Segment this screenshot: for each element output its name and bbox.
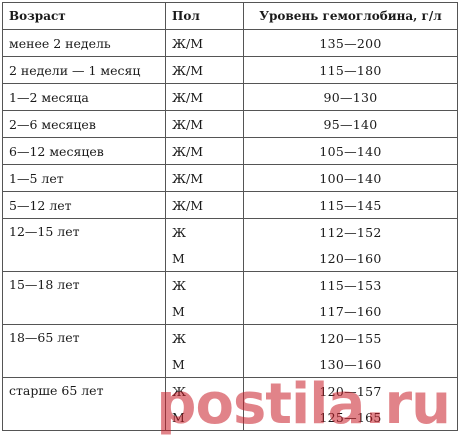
hemoglobin-cell-female: 115—153 <box>243 271 458 298</box>
hemoglobin-table: Возраст Пол Уровень гемоглобина, г/л мен… <box>2 2 458 431</box>
sex-cell-female: Ж <box>165 271 244 298</box>
sex-cell-male: М <box>165 298 244 325</box>
age-cell: 1—2 месяца <box>2 83 166 111</box>
sex-cell: Ж/М <box>165 83 244 111</box>
table-row: 15—18 лет Ж 115—153 <box>2 271 458 325</box>
sex-cell: Ж/М <box>165 164 244 192</box>
age-cell: 6—12 месяцев <box>2 137 166 165</box>
table-row: старше 65 лет Ж 120—157 <box>2 377 458 431</box>
hemoglobin-cell-male: 130—160 <box>243 351 458 378</box>
age-cell: старше 65 лет <box>2 377 166 431</box>
sex-cell-female: Ж <box>165 377 244 404</box>
sex-cell: Ж/М <box>165 137 244 165</box>
header-row: Возраст Пол Уровень гемоглобина, г/л <box>2 2 458 30</box>
sex-cell-male: М <box>165 404 244 431</box>
age-cell: 12—15 лет <box>2 218 166 272</box>
hemoglobin-cell: 95—140 <box>243 110 458 138</box>
hemoglobin-cell-female: 120—157 <box>243 377 458 404</box>
hemoglobin-cell-male: 117—160 <box>243 298 458 325</box>
sex-cell: Ж/М <box>165 110 244 138</box>
hemoglobin-cell-female: 120—155 <box>243 324 458 351</box>
sex-cell: Ж/М <box>165 56 244 84</box>
age-cell: 18—65 лет <box>2 324 166 378</box>
age-cell: 5—12 лет <box>2 191 166 219</box>
table-row: М 120—160 <box>3 245 458 272</box>
age-cell: 15—18 лет <box>2 271 166 325</box>
hemoglobin-cell-female: 112—152 <box>243 218 458 245</box>
hemoglobin-cell: 115—180 <box>243 56 458 84</box>
sex-cell: Ж/М <box>165 191 244 219</box>
hemoglobin-cell: 100—140 <box>243 164 458 192</box>
sex-header: Пол <box>165 2 244 30</box>
table-row: 1—5 лет Ж/М 100—140 <box>2 164 458 192</box>
hemoglobin-header: Уровень гемоглобина, г/л <box>243 2 458 30</box>
age-cell: 2—6 месяцев <box>2 110 166 138</box>
hemoglobin-cell: 90—130 <box>243 83 458 111</box>
age-cell: 1—5 лет <box>2 164 166 192</box>
age-cell: менее 2 недель <box>2 29 166 57</box>
hemoglobin-cell-male: 125—165 <box>243 404 458 431</box>
sex-cell-male: М <box>165 351 244 378</box>
sex-cell-female: Ж <box>165 324 244 351</box>
table-row: менее 2 недель Ж/М 135—200 <box>2 29 458 57</box>
age-header: Возраст <box>2 2 166 30</box>
table-row: М 125—165 <box>3 404 458 431</box>
table-row: 18—65 лет Ж 120—155 <box>2 324 458 378</box>
sex-cell-female: Ж <box>165 218 244 245</box>
table-row: 5—12 лет Ж/М 115—145 <box>2 191 458 219</box>
hemoglobin-cell: 135—200 <box>243 29 458 57</box>
hemoglobin-cell: 105—140 <box>243 137 458 165</box>
hemoglobin-cell-male: 120—160 <box>243 245 458 272</box>
table-row: 1—2 месяца Ж/М 90—130 <box>2 83 458 111</box>
sex-cell: Ж/М <box>165 29 244 57</box>
table-row: 12—15 лет Ж 112—152 <box>2 218 458 272</box>
hemoglobin-cell: 115—145 <box>243 191 458 219</box>
table-row: 2 недели — 1 месяц Ж/М 115—180 <box>2 56 458 84</box>
sex-cell-male: М <box>165 245 244 272</box>
age-cell: 2 недели — 1 месяц <box>2 56 166 84</box>
table-row: 6—12 месяцев Ж/М 105—140 <box>2 137 458 165</box>
table-row: 2—6 месяцев Ж/М 95—140 <box>2 110 458 138</box>
